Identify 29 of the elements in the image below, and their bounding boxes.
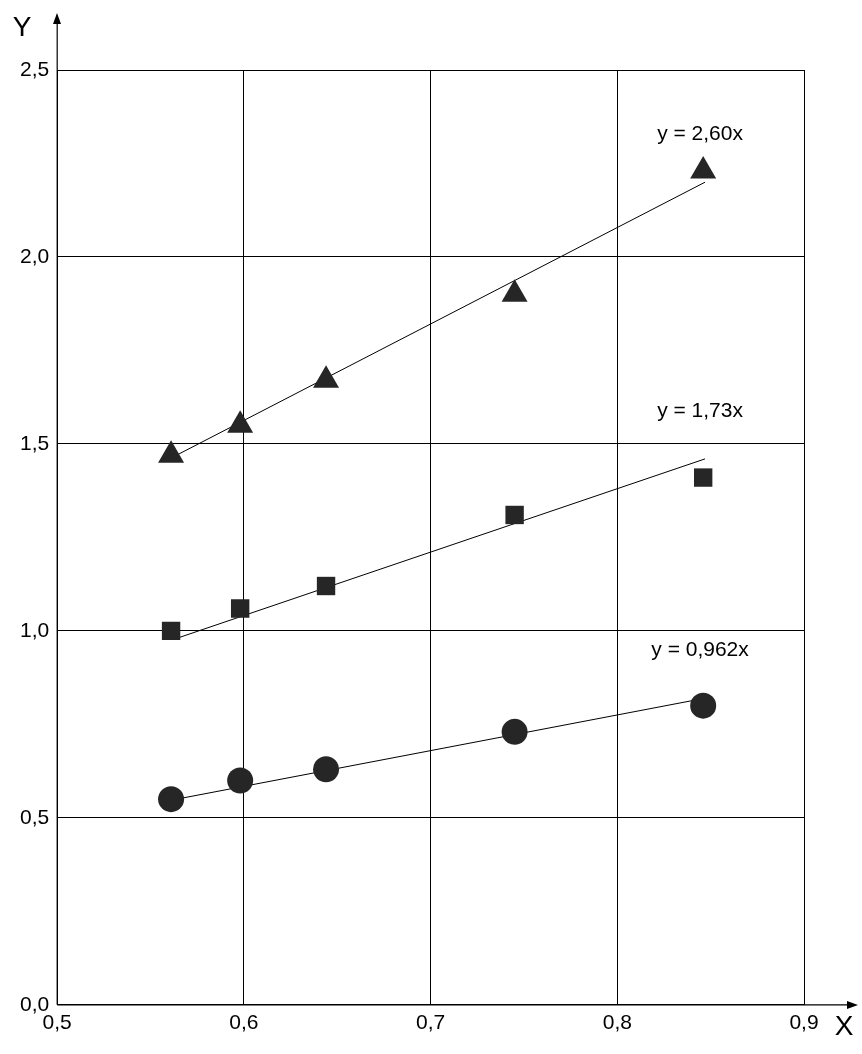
point bbox=[227, 767, 254, 794]
point bbox=[161, 621, 181, 641]
point bbox=[501, 718, 528, 745]
annotation: y = 1,73x bbox=[657, 397, 744, 421]
annotation: y = 0,962x bbox=[651, 636, 750, 660]
point bbox=[690, 155, 717, 179]
y-axis-title: Y bbox=[12, 10, 32, 42]
point bbox=[158, 440, 185, 463]
y-tick-label: 0,5 bbox=[19, 804, 50, 828]
y-tick-label: 1,5 bbox=[19, 430, 50, 454]
point bbox=[505, 505, 524, 525]
point bbox=[227, 410, 254, 433]
x-axis-title: X bbox=[834, 1009, 854, 1041]
x-tick-label: 0,9 bbox=[789, 1010, 819, 1034]
point bbox=[313, 365, 340, 388]
x-tick-label: 0,6 bbox=[229, 1010, 259, 1034]
point bbox=[693, 468, 713, 487]
point bbox=[313, 756, 340, 783]
point bbox=[501, 279, 528, 302]
x-tick-label: 0,7 bbox=[415, 1010, 446, 1034]
y-tick-label: 2,0 bbox=[19, 243, 50, 267]
x-tick-label: 0,8 bbox=[602, 1010, 632, 1034]
y-tick-label: 2,5 bbox=[19, 56, 50, 80]
y-tick-label: 1,0 bbox=[19, 617, 50, 641]
annotation: y = 2,60x bbox=[657, 120, 744, 144]
point bbox=[230, 599, 250, 618]
point bbox=[158, 786, 185, 813]
point bbox=[690, 692, 717, 719]
point bbox=[316, 576, 336, 596]
